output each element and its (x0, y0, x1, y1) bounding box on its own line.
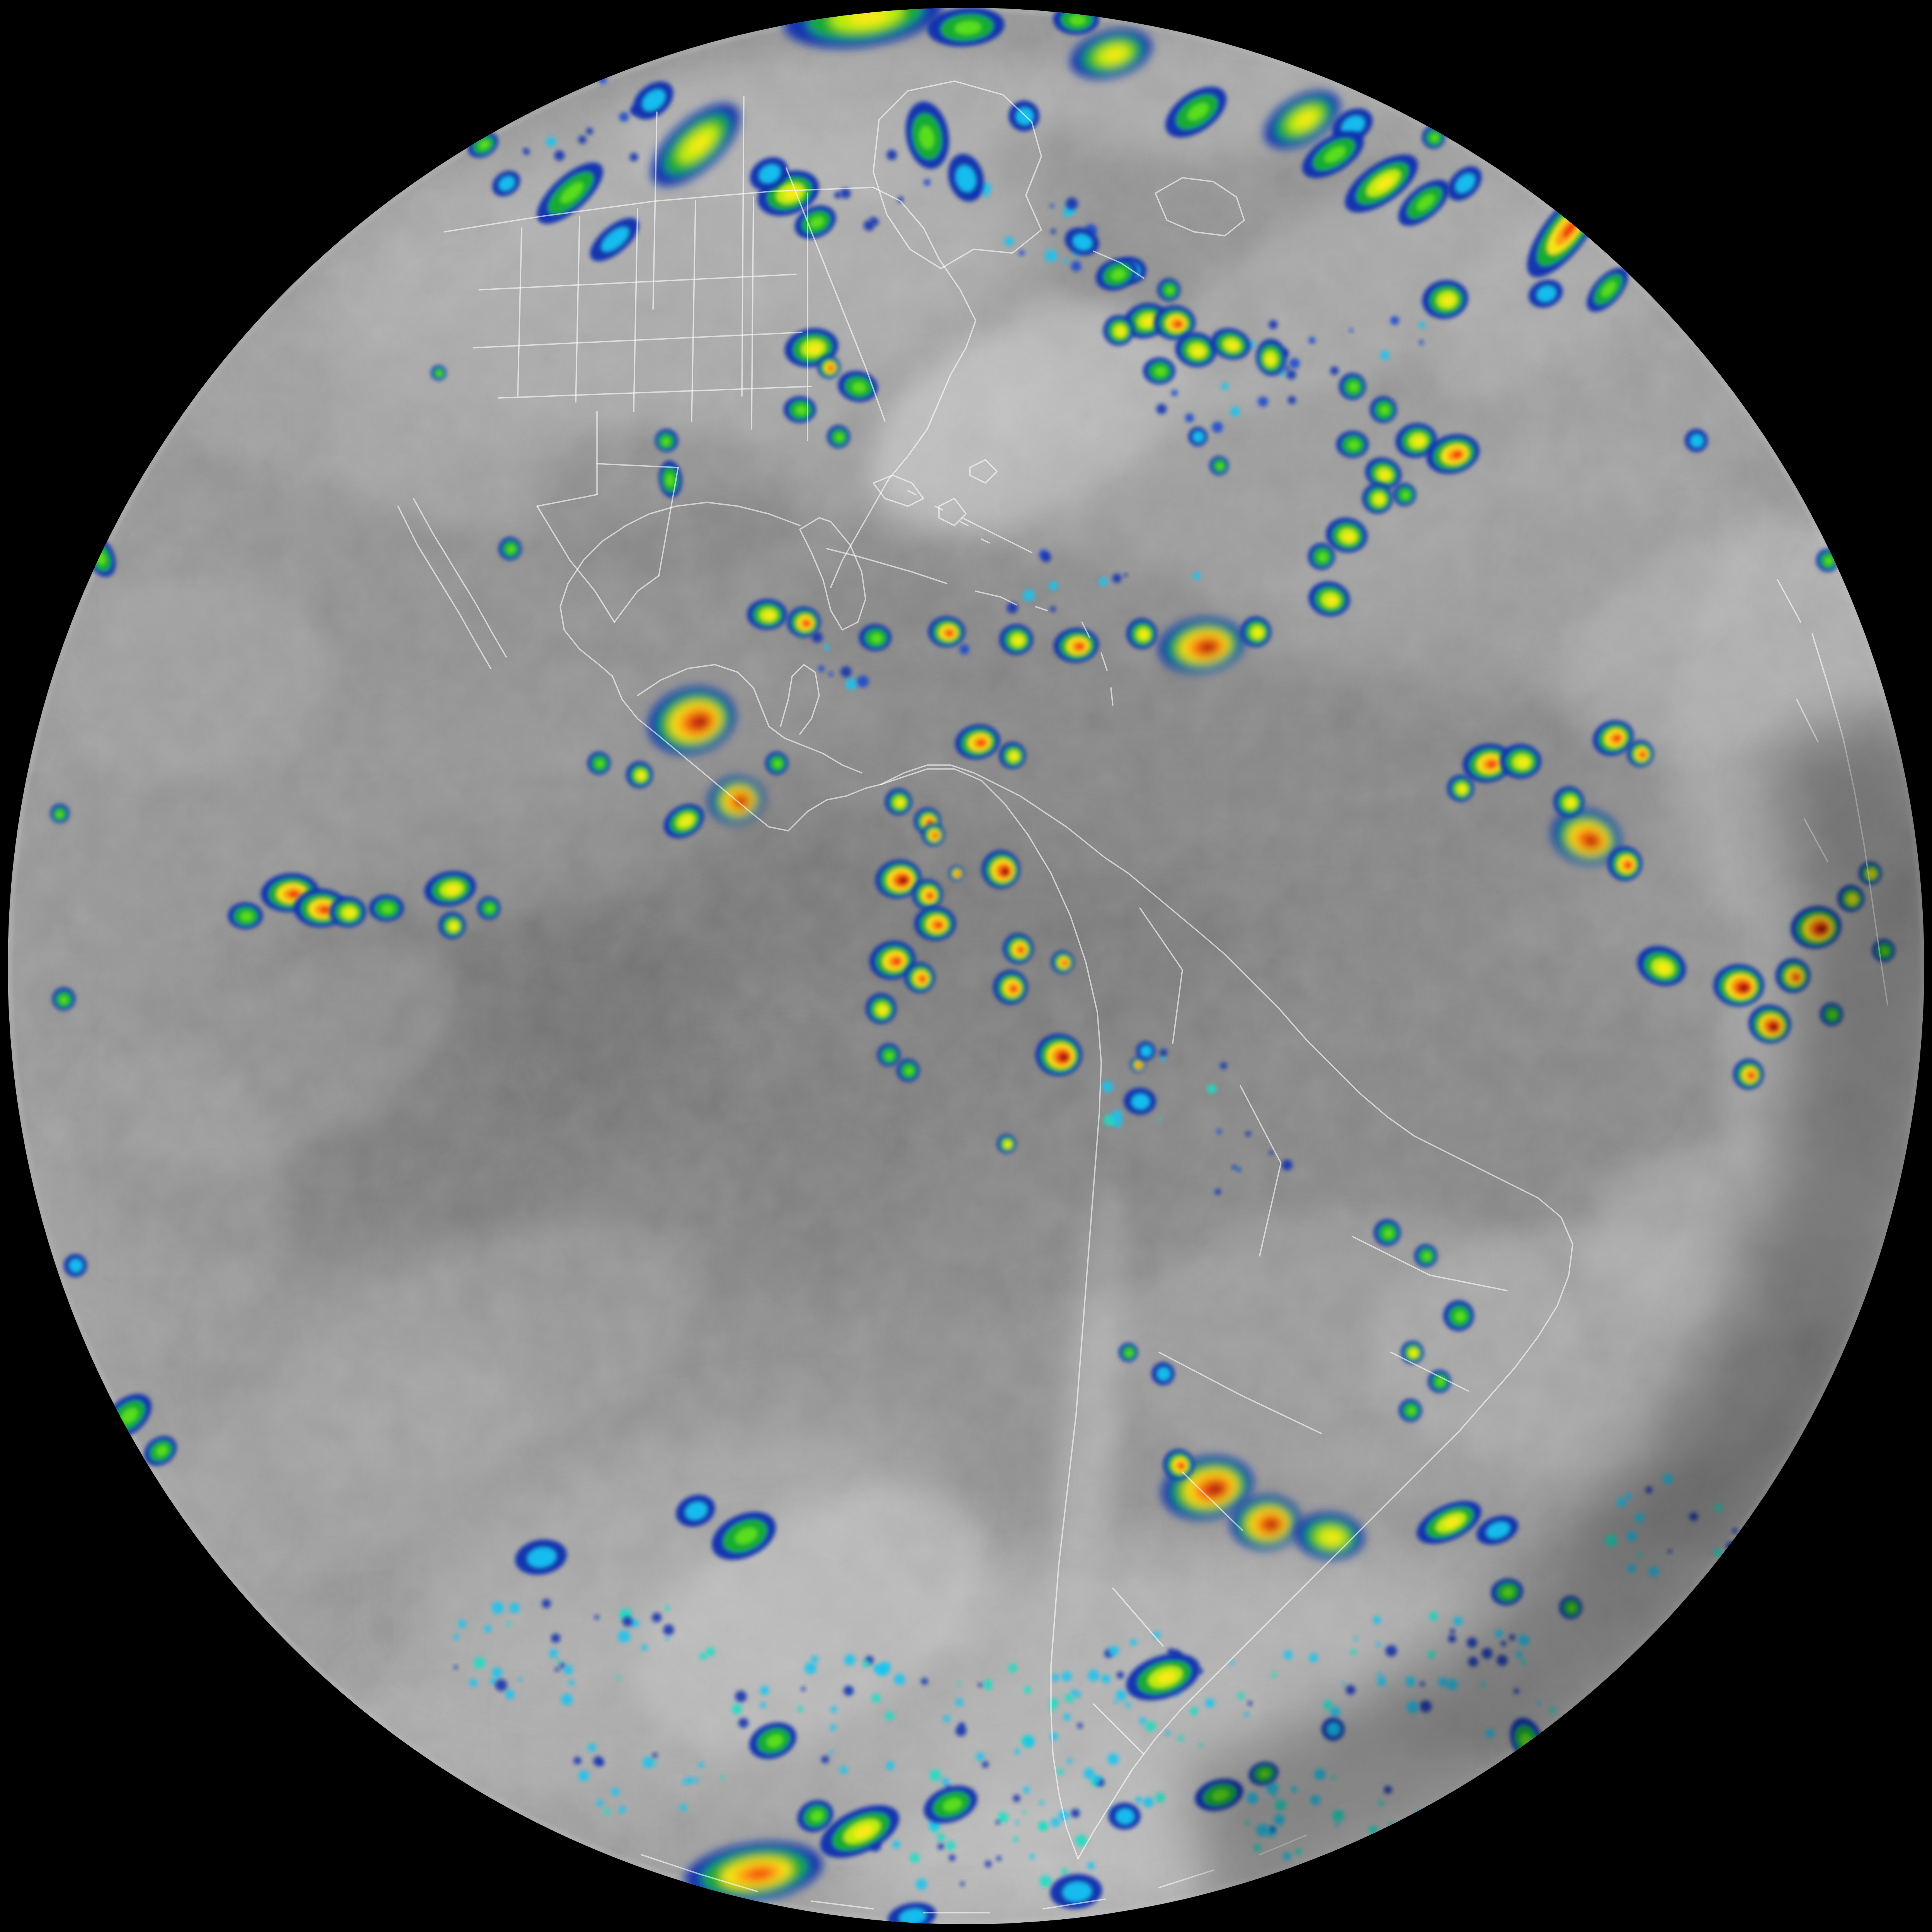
storm-cell (1124, 1088, 1156, 1115)
storm-cell (1627, 740, 1654, 767)
storm-cell (981, 850, 1020, 889)
storm-cell (1713, 964, 1764, 1007)
storm-cell (993, 970, 1028, 1005)
storm-cell (817, 355, 840, 379)
storm-cell (914, 906, 956, 941)
storm-cell (859, 624, 891, 651)
storm-cell (1447, 775, 1474, 802)
storm-cell (1399, 1399, 1422, 1422)
storm-cell (1816, 549, 1839, 572)
earth-full-disk-satellite-image (0, 0, 1932, 1932)
storm-cell (765, 752, 788, 775)
storm-cell (747, 599, 787, 630)
storm-cell (1393, 483, 1416, 506)
storm-cell (1188, 427, 1208, 446)
storm-cell (1401, 1341, 1424, 1364)
storm-cell (498, 537, 522, 560)
storm-cell (1339, 373, 1366, 400)
storm-cell (896, 1059, 920, 1082)
storm-cell (1308, 543, 1335, 570)
storm-cell (1136, 1041, 1155, 1061)
storm-cell (1157, 278, 1180, 301)
storm-cell (928, 616, 965, 647)
storm-cell (904, 962, 935, 993)
storm-cell (1422, 126, 1445, 149)
storm-cell (431, 365, 446, 381)
storm-cell (827, 425, 850, 448)
space-background (0, 0, 1932, 1932)
storm-cell (999, 624, 1033, 655)
storm-cell (885, 788, 912, 815)
storm-cell (369, 895, 404, 922)
storm-cell (999, 742, 1026, 769)
storm-cell (1143, 357, 1175, 384)
storm-cell (1443, 1300, 1474, 1331)
storm-cell (228, 902, 263, 929)
storm-cell (997, 1134, 1016, 1153)
storm-cell (1108, 1803, 1141, 1830)
storm-cell (1053, 4, 1099, 35)
storm-cell (1370, 396, 1397, 423)
storm-cell (1036, 1034, 1082, 1076)
storm-cell (64, 1254, 87, 1277)
storm-cell (1126, 618, 1157, 649)
storm-cell (912, 879, 943, 910)
storm-cell (1163, 1449, 1194, 1480)
storm-cell (1539, 1752, 1571, 1784)
storm-cell (1428, 1370, 1451, 1393)
globe-disk (0, 0, 1932, 1932)
storm-cell (1414, 1244, 1437, 1267)
storm-cell (1374, 1219, 1401, 1246)
storm-cell (1240, 616, 1271, 647)
storm-cell (329, 896, 366, 927)
storm-cell (787, 607, 821, 638)
storm-cell (922, 823, 945, 846)
storm-cell (1733, 1059, 1764, 1090)
storm-cell (1209, 456, 1229, 475)
storm-cell (1103, 315, 1134, 346)
storm-cell (1607, 846, 1642, 881)
storm-cell (477, 896, 500, 920)
storm-cell (1553, 786, 1584, 817)
storm-cell (1336, 431, 1369, 458)
storm-cell (1500, 744, 1541, 779)
storm-cell (626, 761, 653, 788)
storm-cell (1119, 1343, 1138, 1362)
storm-cell (784, 396, 816, 423)
storm-cell (439, 912, 466, 939)
storm-cell (1051, 951, 1074, 974)
storm-cell (949, 866, 964, 881)
storm-cell (1362, 483, 1393, 514)
storm-cell (1003, 933, 1034, 964)
storm-cell (587, 752, 611, 775)
storm-cell (1685, 429, 1708, 452)
storm-cell (1151, 1362, 1175, 1385)
